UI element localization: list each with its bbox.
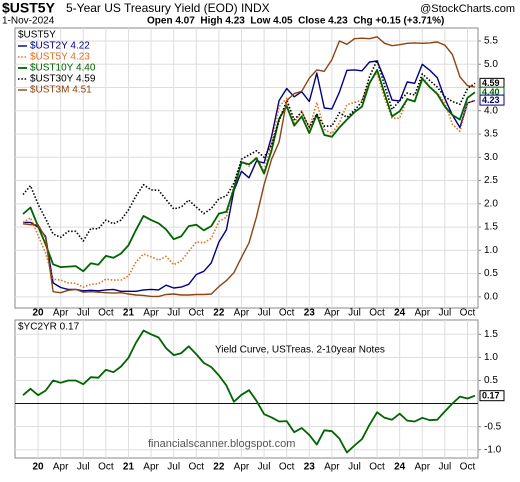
series-line [22, 59, 476, 242]
end-label: 4.40 [482, 87, 500, 97]
y-tick-label: 1.0 [484, 245, 498, 256]
x-tick-label: Oct [188, 462, 204, 473]
y-tick-label: 5.5 [484, 36, 498, 47]
x-tick-label: Apr [143, 308, 159, 319]
end-label: 0.17 [482, 391, 500, 401]
plot-frame [14, 27, 479, 309]
x-tick-label: 23 [304, 308, 316, 319]
x-tick-label: Apr [53, 308, 69, 319]
y-tick-label: 1.0 [484, 352, 498, 363]
x-tick-label: Jul [438, 462, 451, 473]
legend-label: $UST10Y 4.40 [30, 63, 96, 74]
x-tick-label: Apr [324, 308, 340, 319]
x-tick-label: Jul [258, 308, 271, 319]
x-tick-label: 22 [213, 308, 225, 319]
series-line [22, 329, 476, 454]
watermark: financialscanner.blogspot.com [148, 438, 295, 450]
x-tick-label: Apr [53, 462, 69, 473]
end-label-box [479, 390, 505, 402]
y-tick-label: 0.5 [484, 268, 498, 279]
x-tick-label: Jul [258, 462, 271, 473]
series-line [22, 71, 476, 288]
x-tick-label: 22 [213, 462, 225, 473]
x-tick-label: 20 [33, 308, 45, 319]
x-tick-label: Oct [188, 308, 204, 319]
x-tick-label: 20 [33, 462, 45, 473]
x-tick-label: 24 [394, 308, 406, 319]
x-tick-label: Oct [279, 308, 295, 319]
quote: Open 4.07 High 4.23 Low 4.05 Close 4.23 … [147, 16, 444, 27]
plot-frame [14, 319, 479, 459]
x-tick-label: Jul [348, 462, 361, 473]
legend-label: $UST30Y 4.59 [30, 74, 96, 85]
y-tick-label: 0.0 [484, 291, 498, 302]
y-tick-label: 1.5 [484, 222, 498, 233]
y-tick-label: 0.5 [484, 375, 498, 386]
x-tick-label: Jul [438, 308, 451, 319]
x-tick-label: Jul [167, 308, 180, 319]
x-tick-label: 21 [123, 462, 135, 473]
x-tick-label: Oct [98, 308, 114, 319]
x-tick-label: Apr [414, 462, 430, 473]
x-tick-label: 21 [123, 308, 135, 319]
x-tick-label: Oct [98, 462, 114, 473]
legend-label: $UST5Y 4.23 [30, 52, 90, 63]
x-tick-label: 23 [304, 462, 316, 473]
x-tick-label: Jul [348, 308, 361, 319]
y-tick-label: -0.5 [484, 421, 502, 432]
x-tick-label: Apr [324, 462, 340, 473]
x-tick-label: Apr [414, 308, 430, 319]
series-line [22, 69, 476, 273]
y-tick-label: 3.0 [484, 152, 498, 163]
x-tick-label: Oct [279, 462, 295, 473]
annotation: Yield Curve, USTreas. 2-10year Notes [215, 345, 385, 356]
date: 1-Nov-2024 [2, 16, 55, 27]
x-tick-label: Jul [77, 462, 90, 473]
x-tick-label: Oct [460, 462, 476, 473]
y-tick-label: 2.0 [484, 198, 498, 209]
end-label: 4.23 [482, 95, 500, 105]
legend-title: $UST5Y [18, 30, 56, 41]
y-tick-label: 5.0 [484, 59, 498, 70]
description: 5-Year US Treasury Yield (EOD) INDX [66, 1, 270, 15]
symbol: $UST5Y [2, 0, 56, 16]
series-line [22, 36, 476, 298]
legend-label: $UST2Y 4.22 [30, 41, 90, 52]
y-tick-label: 1.5 [484, 329, 498, 340]
y-tick-label: 3.5 [484, 129, 498, 140]
x-tick-label: Oct [369, 462, 385, 473]
y-tick-label: -1.0 [484, 444, 502, 455]
series-line [23, 60, 476, 292]
panel-label: $YC2YR 0.17 [18, 322, 80, 333]
x-tick-label: Apr [234, 308, 250, 319]
x-tick-label: Apr [234, 462, 250, 473]
y-tick-label: 2.5 [484, 175, 498, 186]
y-tick-label: 4.0 [484, 105, 498, 116]
x-tick-label: Oct [460, 308, 476, 319]
x-tick-label: Apr [143, 462, 159, 473]
x-tick-label: Oct [369, 308, 385, 319]
x-tick-label: Jul [77, 308, 90, 319]
source: @StockCharts.com [420, 3, 515, 15]
end-label: 4.59 [482, 78, 500, 88]
x-tick-label: Jul [167, 462, 180, 473]
x-tick-label: 24 [394, 462, 406, 473]
end-label-box [479, 94, 505, 106]
legend-label: $UST3M 4.51 [30, 85, 92, 96]
